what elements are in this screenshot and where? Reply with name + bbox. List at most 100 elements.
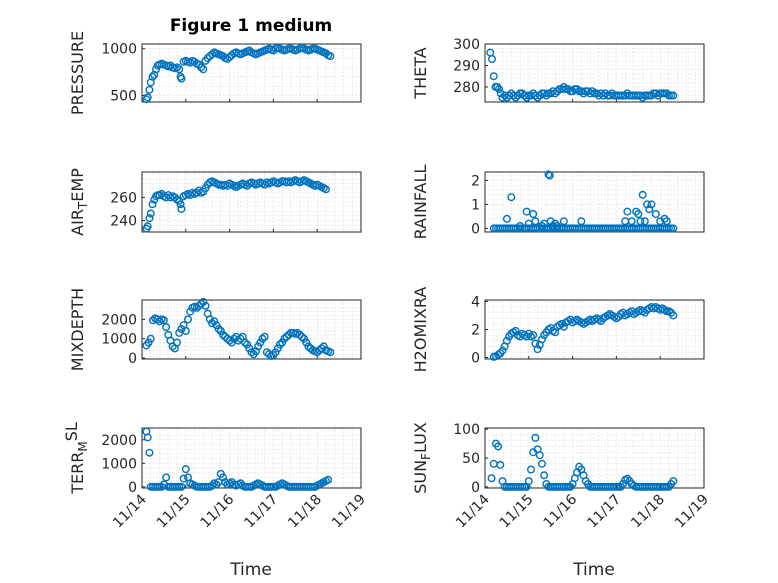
data-point — [145, 214, 154, 223]
data-series — [142, 427, 333, 491]
plot-frame — [141, 171, 362, 233]
y-axis-label-sub: M — [76, 441, 90, 451]
y-axis-label: THETA — [411, 47, 430, 99]
data-point — [537, 221, 546, 230]
data-point — [194, 186, 203, 195]
data-point — [258, 334, 267, 343]
data-point — [531, 217, 540, 226]
data-point — [495, 85, 504, 94]
data-point — [201, 301, 210, 310]
y-tick-label: 1000 — [101, 456, 137, 472]
y-axis-label: H2OMIXRA — [411, 287, 430, 373]
data-series — [142, 176, 330, 233]
data-point — [173, 338, 182, 347]
y-tick-label: 50 — [462, 451, 480, 467]
data-point — [304, 342, 313, 351]
data-point — [143, 93, 152, 102]
data-point — [146, 334, 155, 343]
x-tick-label: 11/19 — [329, 492, 369, 532]
data-point — [317, 344, 326, 353]
data-point — [537, 459, 546, 468]
y-tick-label: 0 — [471, 221, 480, 237]
data-point — [162, 473, 171, 482]
data-point — [148, 72, 157, 81]
x-tick-label: 11/17 — [241, 492, 281, 532]
data-point — [219, 330, 228, 339]
plot-area — [484, 171, 705, 233]
data-point — [297, 332, 306, 341]
data-point — [647, 200, 656, 209]
y-axis-label-sub: T — [76, 201, 90, 210]
data-point — [300, 334, 309, 343]
data-point — [216, 326, 225, 335]
x-axis-label-right: Time — [572, 560, 615, 580]
x-axis-label-left: Time — [229, 560, 272, 580]
x-tick-label: 11/15 — [497, 492, 537, 532]
data-point — [634, 209, 643, 218]
subplot-pressure: 500 1000 PRESSURE — [68, 31, 362, 115]
x-tick-label: 11/18 — [285, 492, 325, 532]
data-point — [632, 207, 641, 216]
data-point — [146, 209, 155, 218]
data-point — [143, 433, 152, 442]
data-point — [662, 217, 671, 226]
data-point — [588, 87, 597, 96]
data-point — [245, 344, 254, 353]
data-point — [669, 91, 678, 100]
y-axis-label-sub: F — [419, 453, 433, 460]
y-tick-label: 2000 — [101, 433, 137, 449]
data-point — [326, 348, 335, 357]
x-tick-label: 11/17 — [584, 492, 624, 532]
data-point — [221, 332, 230, 341]
data-point — [487, 474, 496, 483]
y-tick-label: 2000 — [101, 312, 137, 328]
subplot-sun: 0 50 100 11/14 11/15 11/16 11/17 11/18 11/19 SUNF… — [411, 422, 712, 531]
data-point — [271, 348, 280, 357]
data-point — [623, 207, 632, 216]
data-point — [177, 482, 186, 491]
y-tick-label: 1000 — [101, 42, 137, 58]
data-point — [493, 82, 502, 91]
data-point — [159, 316, 168, 325]
data-point — [273, 344, 282, 353]
y-tick-label: 240 — [110, 213, 137, 229]
data-point — [559, 217, 568, 226]
data-point — [548, 221, 557, 230]
y-axis-label-sup: SL — [62, 422, 81, 441]
data-series — [142, 297, 335, 361]
data-point — [643, 200, 652, 209]
data-series — [487, 433, 678, 491]
data-point — [210, 317, 219, 326]
y-axis-label: PRESSURE — [68, 31, 87, 115]
data-point — [660, 214, 669, 223]
data-point — [212, 321, 221, 330]
data-point — [173, 63, 182, 72]
data-point — [529, 331, 538, 340]
data-point — [143, 222, 152, 231]
data-point — [142, 95, 151, 104]
data-point — [225, 336, 234, 345]
data-point — [145, 448, 154, 457]
y-tick-label: 280 — [453, 80, 480, 96]
data-point — [618, 479, 627, 488]
subplot-theta: 280 290 300 THETA — [411, 37, 705, 103]
data-point — [282, 332, 291, 341]
data-point — [192, 303, 201, 312]
data-series — [489, 170, 678, 233]
data-point — [542, 91, 551, 100]
x-tick-label: 11/15 — [154, 492, 194, 532]
data-point — [524, 477, 533, 486]
data-point — [219, 473, 228, 482]
data-point — [531, 433, 540, 442]
data-point — [669, 311, 678, 320]
data-point — [159, 480, 168, 489]
data-point — [544, 170, 553, 179]
y-axis-label-main: AIR — [68, 209, 87, 236]
data-point — [302, 338, 311, 347]
data-point — [669, 224, 678, 233]
data-point — [640, 217, 649, 226]
data-point — [540, 219, 549, 228]
data-point — [177, 74, 186, 83]
plot-frame — [484, 43, 705, 103]
